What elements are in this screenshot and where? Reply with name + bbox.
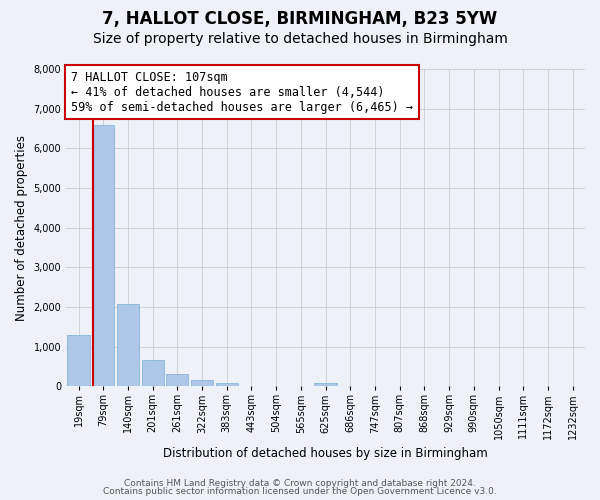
X-axis label: Distribution of detached houses by size in Birmingham: Distribution of detached houses by size … <box>163 447 488 460</box>
Y-axis label: Number of detached properties: Number of detached properties <box>15 134 28 320</box>
Text: Size of property relative to detached houses in Birmingham: Size of property relative to detached ho… <box>92 32 508 46</box>
Bar <box>117 304 139 386</box>
Text: Contains HM Land Registry data © Crown copyright and database right 2024.: Contains HM Land Registry data © Crown c… <box>124 478 476 488</box>
Bar <box>166 374 188 386</box>
Text: 7 HALLOT CLOSE: 107sqm
← 41% of detached houses are smaller (4,544)
59% of semi-: 7 HALLOT CLOSE: 107sqm ← 41% of detached… <box>71 70 413 114</box>
Bar <box>92 124 115 386</box>
Text: 7, HALLOT CLOSE, BIRMINGHAM, B23 5YW: 7, HALLOT CLOSE, BIRMINGHAM, B23 5YW <box>103 10 497 28</box>
Bar <box>215 383 238 386</box>
Bar <box>142 360 164 386</box>
Bar <box>314 383 337 386</box>
Bar <box>191 380 213 386</box>
Bar <box>67 334 89 386</box>
Text: Contains public sector information licensed under the Open Government Licence v3: Contains public sector information licen… <box>103 487 497 496</box>
